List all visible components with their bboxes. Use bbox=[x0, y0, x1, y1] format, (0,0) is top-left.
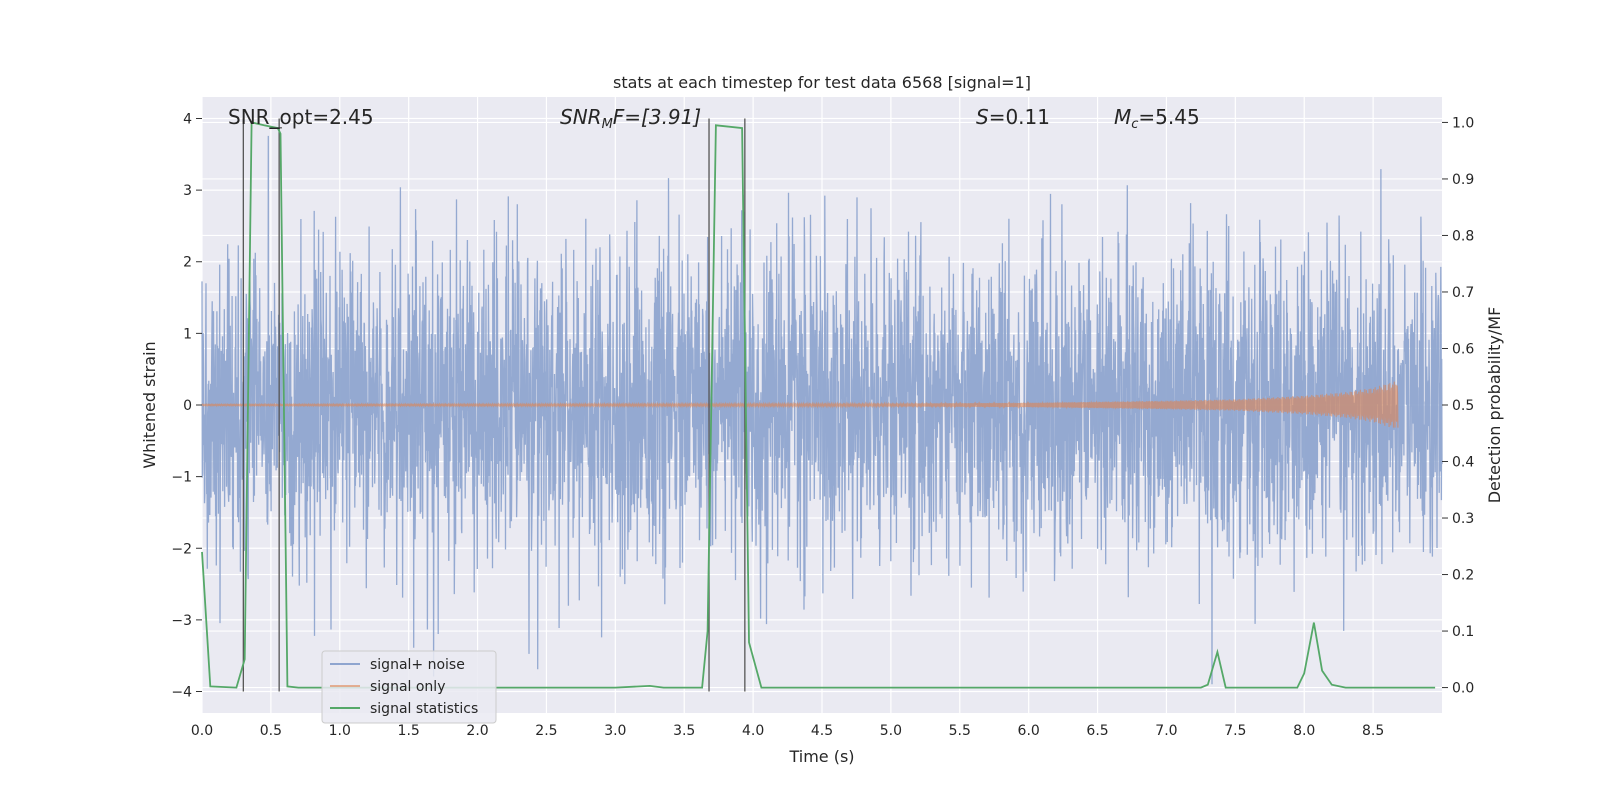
y2-axis-label: Detection probability/MF bbox=[1485, 307, 1504, 504]
stats-layer bbox=[201, 121, 1436, 689]
y-tick-label: −2 bbox=[171, 541, 192, 557]
x-tick-label: 7.0 bbox=[1155, 723, 1177, 739]
signal-layer bbox=[201, 381, 1399, 428]
legend: signal+ noise signal only signal statist… bbox=[321, 650, 497, 724]
annotation-s: S=0.11 bbox=[976, 105, 1050, 129]
annotation-snr-opt: SNR_opt=2.45 bbox=[228, 105, 374, 129]
x-tick-label: 5.5 bbox=[949, 723, 971, 739]
y-axis-ticks: 4 3 2 1 0 −1 −2 −3 −4 bbox=[171, 111, 202, 701]
x-tick-label: 1.5 bbox=[398, 723, 420, 739]
y-tick-label: −1 bbox=[171, 470, 192, 486]
x-tick-label: 3.5 bbox=[673, 723, 695, 739]
annotation-mc: Mc=5.45 bbox=[1114, 105, 1200, 132]
annotation-mc-sub: c bbox=[1131, 117, 1138, 132]
x-tick-label: 3.0 bbox=[604, 723, 626, 739]
y2-axis-ticks: 1.0 0.9 0.8 0.7 0.6 0.5 0.4 0.3 0.2 0.1 0.0 bbox=[1442, 115, 1474, 697]
x-tick-label: 5.0 bbox=[880, 723, 902, 739]
y2-tick-label: 1.0 bbox=[1452, 115, 1474, 131]
x-axis-ticks: 0.0 0.5 1.0 1.5 2.0 2.5 3.0 3.5 4.0 4.5 5.0 5.5 6.0 6… bbox=[191, 723, 1384, 739]
annotation-s-rest: =0.11 bbox=[989, 105, 1050, 129]
x-tick-label: 8.0 bbox=[1293, 723, 1315, 739]
x-tick-label: 4.0 bbox=[742, 723, 764, 739]
x-tick-label: 0.5 bbox=[260, 723, 282, 739]
x-tick-label: 6.5 bbox=[1086, 723, 1108, 739]
y-tick-label: −4 bbox=[171, 685, 192, 701]
noise-layer bbox=[201, 135, 1443, 685]
x-tick-label: 4.5 bbox=[811, 723, 833, 739]
annotation-snr-mf: SNRMF=[3.91] bbox=[560, 105, 701, 132]
y2-tick-label: 0.6 bbox=[1452, 341, 1474, 357]
x-tick-label: 1.0 bbox=[329, 723, 351, 739]
series-signal-only bbox=[201, 381, 1399, 428]
y2-tick-label: 0.5 bbox=[1452, 398, 1474, 414]
legend-label-signal-only: signal only bbox=[370, 679, 445, 695]
y-axis-label: Whitened strain bbox=[140, 341, 159, 468]
x-tick-label: 2.0 bbox=[466, 723, 488, 739]
y2-tick-label: 0.7 bbox=[1452, 285, 1474, 301]
legend-box bbox=[321, 650, 497, 724]
annotation-mc-prefix: M bbox=[1114, 105, 1131, 129]
x-tick-label: 2.5 bbox=[535, 723, 557, 739]
y-tick-label: 4 bbox=[183, 111, 192, 127]
annotation-mc-rest: =5.45 bbox=[1138, 105, 1199, 129]
y-tick-label: 2 bbox=[183, 255, 192, 271]
legend-label-signal-statistics: signal statistics bbox=[370, 701, 478, 717]
y-tick-label: −3 bbox=[171, 613, 192, 629]
x-tick-label: 6.0 bbox=[1018, 723, 1040, 739]
series-signal-statistics bbox=[201, 121, 1436, 689]
y2-tick-label: 0.0 bbox=[1452, 681, 1474, 697]
x-axis-label: Time (s) bbox=[788, 747, 854, 766]
y2-tick-label: 0.4 bbox=[1452, 455, 1474, 471]
y-tick-label: 0 bbox=[183, 398, 192, 414]
series-signal-noise bbox=[201, 135, 1443, 685]
y-tick-label: 1 bbox=[183, 326, 192, 342]
annotation-snr-mf-sub: M bbox=[602, 117, 613, 132]
annotation-snr-mf-prefix: SNR bbox=[560, 105, 602, 129]
y2-tick-label: 0.8 bbox=[1452, 228, 1474, 244]
y2-tick-label: 0.2 bbox=[1452, 568, 1474, 584]
x-tick-label: 7.5 bbox=[1224, 723, 1246, 739]
annotation-s-prefix: S bbox=[976, 105, 989, 129]
y2-tick-label: 0.9 bbox=[1452, 172, 1474, 188]
x-tick-label: 0.0 bbox=[191, 723, 213, 739]
annotation-snr-mf-rest: F=[3.91] bbox=[613, 105, 701, 129]
y-tick-label: 3 bbox=[183, 183, 192, 199]
y2-tick-label: 0.1 bbox=[1452, 624, 1474, 640]
legend-label-signal-noise: signal+ noise bbox=[370, 657, 465, 673]
x-tick-label: 8.5 bbox=[1362, 723, 1384, 739]
chart-title: stats at each timestep for test data 656… bbox=[613, 73, 1031, 92]
y2-tick-label: 0.3 bbox=[1452, 511, 1474, 527]
